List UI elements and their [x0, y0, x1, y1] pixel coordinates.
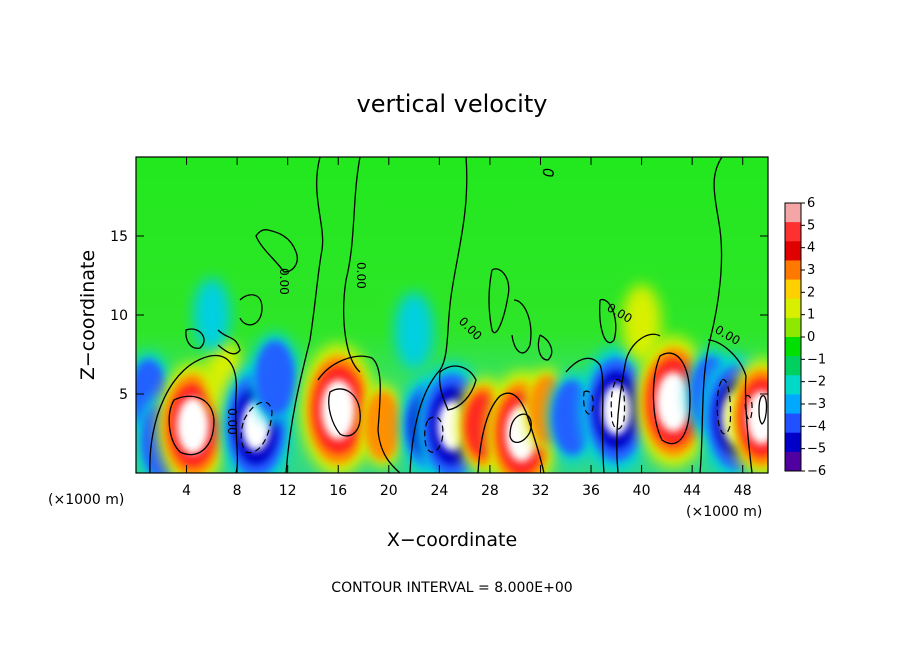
field-cell [394, 292, 434, 370]
contour-line [239, 294, 263, 326]
x-tick-label: 48 [734, 483, 752, 499]
contour-line [328, 388, 361, 437]
contour-line [542, 168, 554, 177]
contour-line [343, 157, 361, 373]
colorbar-tick-label: 1 [807, 308, 815, 323]
contour-line [477, 392, 545, 473]
contour-line [537, 334, 553, 361]
negative-contours [240, 378, 753, 454]
contour-line [509, 413, 532, 443]
contour-line [488, 268, 510, 334]
colorbar-swatch [785, 222, 801, 242]
colorbar-tick-label: −4 [807, 419, 826, 434]
colorbar: 6 5 4 3 2 1 0 −1 −2 −3 −4 −5 −6 [784, 196, 826, 479]
x-tick-label: 20 [380, 483, 398, 499]
contour-line [565, 357, 605, 473]
y-tick-label: 15 [110, 229, 128, 245]
x-tick-label: 32 [532, 483, 550, 499]
colorbar-tick-label: −3 [807, 397, 826, 412]
x-tick-label: 40 [633, 483, 651, 499]
colorbar-tick-label: −6 [807, 464, 826, 479]
contour-line [699, 157, 723, 473]
contour-line [438, 365, 477, 411]
velocity-field [136, 278, 768, 473]
contour-line [168, 395, 215, 456]
colorbar-swatch [785, 432, 801, 453]
x-unit-label-left: (×1000 m) [48, 492, 124, 508]
contour-line [285, 157, 324, 473]
contour-line [758, 395, 768, 425]
colorbar-swatch [785, 317, 801, 338]
colorbar-swatch [785, 394, 801, 415]
y-axis: 5 10 15 [110, 229, 768, 403]
contour-line [255, 229, 298, 273]
contour-line [744, 394, 753, 421]
colorbar-swatch [785, 203, 801, 223]
x-tick-label: 4 [182, 483, 191, 499]
contour-line [424, 416, 444, 453]
contour-label: 0.00 [277, 268, 291, 295]
colorbar-swatch [785, 337, 801, 357]
field-cell [255, 340, 295, 416]
colorbar-swatch [785, 241, 801, 261]
colorbar-swatch [785, 413, 801, 434]
x-tick-label: 16 [329, 483, 347, 499]
contour-line [583, 390, 594, 415]
colorbar-tick-label: 5 [807, 218, 815, 233]
contour-line [707, 339, 753, 473]
field-cell [656, 372, 691, 432]
chart-title: vertical velocity [357, 90, 548, 118]
colorbar-tick-label: 4 [807, 241, 815, 256]
contour-line [149, 354, 239, 473]
y-tick-label: 10 [110, 308, 128, 324]
contour-label: 0.00 [354, 262, 368, 289]
x-tick-label: 36 [582, 483, 600, 499]
colorbar-swatch [785, 375, 801, 395]
contour-line [185, 328, 205, 349]
contour-line [409, 157, 468, 473]
field-cell [193, 278, 231, 352]
colorbar-swatch [785, 279, 801, 300]
x-tick-label: 8 [233, 483, 242, 499]
contour-line [616, 333, 661, 473]
colorbar-tick-label: −2 [807, 375, 826, 390]
field-cell [602, 384, 631, 435]
colorbar-swatch [785, 451, 801, 472]
y-axis-title: Z−coordinate [77, 250, 99, 380]
contour-line [652, 352, 691, 445]
colorbar-tick-label: 3 [807, 263, 815, 278]
x-axis-title: X−coordinate [387, 529, 517, 551]
x-tick-label: 24 [430, 483, 448, 499]
contour-interval-note: CONTOUR INTERVAL = 8.000E+00 [331, 580, 572, 596]
contour-lines [149, 157, 768, 473]
y-tick-label: 5 [119, 387, 128, 403]
contour-line [599, 299, 617, 344]
field-cell [176, 397, 209, 454]
colorbar-tick-label: 6 [807, 196, 815, 211]
contour-line [610, 378, 626, 430]
plot-area [136, 157, 768, 473]
field-cell [621, 284, 662, 362]
x-axis: 4 8 12 16 20 24 28 32 36 40 44 48 [182, 157, 752, 499]
colorbar-tick-label: 0 [807, 330, 815, 345]
x-tick-label: 28 [481, 483, 499, 499]
contour-line [217, 329, 241, 355]
colorbar-tick-label: −1 [807, 352, 826, 367]
contour-line [317, 355, 401, 473]
x-tick-label: 44 [683, 483, 701, 499]
contour-line [716, 379, 732, 435]
x-unit-label-right: (×1000 m) [686, 504, 762, 520]
field-cell [364, 391, 401, 461]
contour-line [511, 299, 532, 354]
colorbar-swatch [785, 260, 801, 281]
x-tick-label: 12 [279, 483, 297, 499]
colorbar-tick-label: −5 [807, 442, 826, 457]
contour-label: 0.00 [225, 408, 239, 435]
contour-line [240, 401, 273, 454]
colorbar-swatch [785, 356, 801, 376]
colorbar-tick-label: 2 [807, 285, 815, 300]
colorbar-swatch [785, 298, 801, 319]
